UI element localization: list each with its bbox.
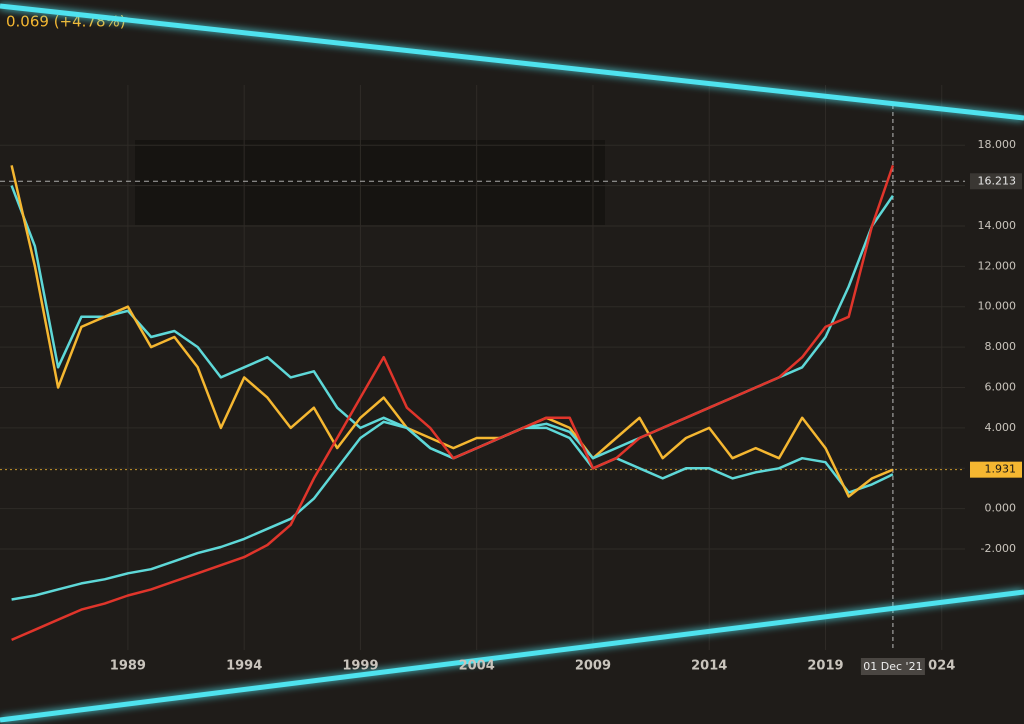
x-tick-label: 024 [928,659,955,674]
data-line [10,165,894,498]
x-tick-label: 2004 [459,659,495,674]
crosshair-label: 01 Dec '21 [863,660,922,673]
y-tick-label: 12.000 [978,259,1017,272]
y-tick-label: 8.000 [985,340,1017,353]
y-tick-label: 14.000 [978,219,1017,232]
x-tick-label: 2014 [691,659,727,674]
y-tick-label: 4.000 [985,421,1017,434]
x-tick-label: 2019 [807,659,843,674]
x-tick-label: 1999 [342,659,378,674]
x-tick-label: 2009 [575,659,611,674]
redacted-area [135,140,605,225]
x-tick-label: 1989 [110,659,146,674]
price-label-box [970,461,1022,478]
y-tick-label: 6.000 [985,381,1017,394]
price-label-box [970,173,1022,190]
data-line [11,164,895,642]
y-tick-label: 0.000 [985,502,1017,515]
x-tick-label: 1994 [226,659,262,674]
y-tick-label: 10.000 [978,300,1017,313]
frame-bottom [0,589,1024,723]
plot-area [0,85,965,650]
frame-top [0,3,1024,121]
y-tick-label: -2.000 [981,542,1016,555]
crosshair-label-box [860,658,925,675]
price-label: 16.213 [978,174,1017,187]
y-tick-label: 18.000 [978,138,1017,151]
price-label: 1.931 [985,463,1017,476]
